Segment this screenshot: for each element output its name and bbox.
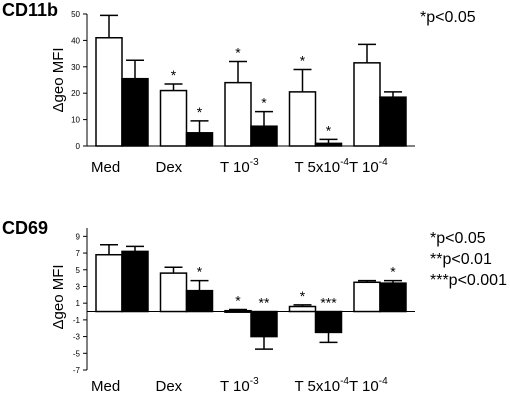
significance-mark: * xyxy=(326,122,332,138)
significance-mark: * xyxy=(261,95,267,111)
bar xyxy=(95,37,123,147)
significance-mark: ** xyxy=(259,295,270,311)
significance-note: *p<0.05 xyxy=(420,9,476,26)
bar xyxy=(121,77,149,147)
category-label: Med xyxy=(91,378,120,395)
category-label: T 5x10-4 xyxy=(295,157,350,176)
y-tick-label: -7 xyxy=(73,366,81,375)
category-label: Dex xyxy=(156,378,183,395)
y-tick-label: -1 xyxy=(73,316,81,325)
significance-mark: * xyxy=(390,264,396,280)
bar xyxy=(185,289,214,313)
significance-mark: * xyxy=(171,67,177,83)
bar xyxy=(379,96,407,147)
category-label: Dex xyxy=(156,159,183,176)
bar xyxy=(250,125,278,147)
category-label: T 10-4 xyxy=(349,157,388,176)
significance-legend: *p<0.05 xyxy=(420,9,476,26)
y-axis-label: Δgeo MFI xyxy=(50,264,67,329)
y-tick-label: 20 xyxy=(71,89,80,98)
category-label: T 10-3 xyxy=(220,157,259,176)
bar xyxy=(314,310,343,334)
y-tick-label: 5 xyxy=(76,266,81,275)
significance-mark: *** xyxy=(320,295,337,311)
y-tick-label: 7 xyxy=(76,249,81,258)
y-tick-label: 3 xyxy=(76,282,81,291)
significance-note: *p<0.05 xyxy=(430,230,486,247)
panel-title: CD11b xyxy=(2,0,58,20)
bars: * * * * * * xyxy=(95,14,407,147)
y-tick-label: 10 xyxy=(71,116,80,125)
bar xyxy=(314,142,343,147)
panel-cd11b: CD11b Δgeo MFI 0 10 20 30 40 50 * * * * * * Med Dex… xyxy=(2,0,476,176)
significance-mark: * xyxy=(197,104,203,120)
category-label: Med xyxy=(91,159,120,176)
bar xyxy=(288,91,317,147)
y-tick-label: 9 xyxy=(76,232,81,241)
bar xyxy=(379,282,407,313)
significance-legend: *p<0.05 **p<0.01 ***p<0.001 xyxy=(430,230,507,289)
bar xyxy=(159,89,188,147)
significance-mark: * xyxy=(300,288,306,304)
bar xyxy=(353,62,381,147)
bar xyxy=(185,132,214,147)
bar xyxy=(353,281,381,313)
y-tick-label: 50 xyxy=(71,10,80,19)
significance-mark: * xyxy=(235,45,241,61)
bar xyxy=(95,253,123,313)
y-tick-label: 1 xyxy=(76,299,81,308)
category-label: T 5x10-4 xyxy=(295,376,350,395)
panel-title: CD69 xyxy=(2,218,48,238)
significance-mark: * xyxy=(197,264,203,280)
y-tick-label: 0 xyxy=(76,142,81,151)
significance-mark: * xyxy=(235,292,241,308)
y-tick-label: -5 xyxy=(73,349,81,358)
bar xyxy=(224,81,252,147)
y-axis-label: Δgeo MFI xyxy=(50,47,67,112)
bar xyxy=(224,309,252,313)
bars: ** ** * **** xyxy=(95,243,407,350)
category-labels: Med Dex T 10-3 T 5x10-4 T 10-4 xyxy=(91,157,388,176)
bar xyxy=(288,305,317,313)
y-tick-label: -3 xyxy=(73,333,81,342)
y-tick-label: 40 xyxy=(71,36,80,45)
category-label: T 10-3 xyxy=(220,376,259,395)
category-label: T 10-4 xyxy=(349,376,388,395)
significance-note: **p<0.01 xyxy=(430,251,492,268)
bar xyxy=(250,310,278,338)
bar xyxy=(159,272,188,313)
y-tick-label: 30 xyxy=(71,63,80,72)
significance-note: ***p<0.001 xyxy=(430,272,507,289)
category-labels: Med Dex T 10-3 T 5x10-4 T 10-4 xyxy=(91,376,388,395)
significance-mark: * xyxy=(300,52,306,68)
bar xyxy=(121,250,149,313)
